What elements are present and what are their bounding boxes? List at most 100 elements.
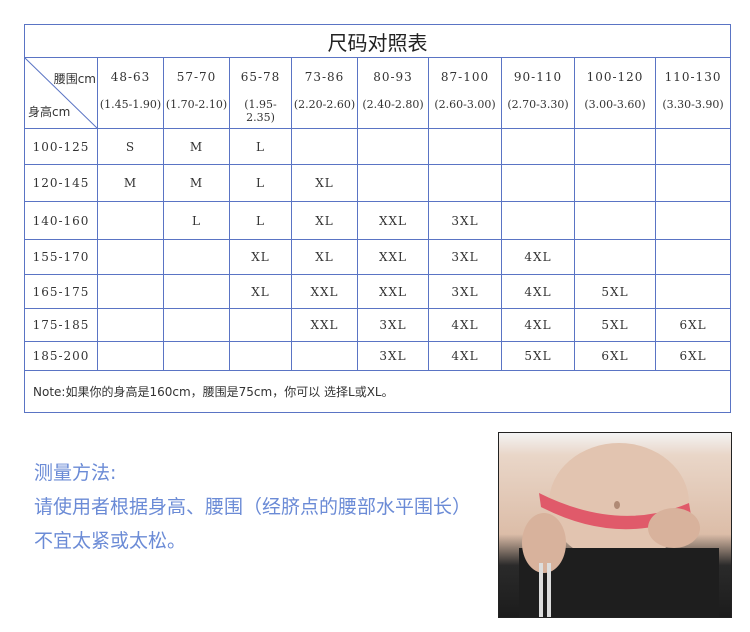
size-cell [654, 274, 732, 309]
table-row: 120-145 M M L XL [24, 164, 732, 202]
waist-range: 65-78 [240, 70, 281, 84]
size-cell: 6XL [654, 308, 732, 342]
size-cell: M [163, 164, 230, 202]
size-cell: 3XL [357, 308, 429, 342]
size-cell: XXL [291, 308, 358, 342]
chart-title: 尺码对照表 [23, 24, 732, 58]
size-cell: 4XL [501, 274, 575, 309]
waist-range: 48-63 [110, 70, 151, 84]
waist-range: 57-70 [176, 70, 217, 84]
weight-range: (1.70-2.10) [165, 98, 228, 111]
size-cell: 5XL [574, 308, 656, 342]
size-cell: 4XL [501, 239, 575, 275]
size-cell [428, 164, 502, 202]
height-range: 120-145 [24, 164, 98, 202]
size-cell: XXL [357, 239, 429, 275]
height-range: 165-175 [24, 274, 98, 309]
table-row: 175-185 XXL 3XL 4XL 4XL 5XL 6XL [24, 308, 732, 342]
size-cell: 3XL [428, 239, 502, 275]
size-cell: 4XL [428, 341, 502, 371]
size-cell: L [229, 201, 292, 240]
size-cell [501, 128, 575, 165]
size-cell: 3XL [428, 201, 502, 240]
height-range: 100-125 [24, 128, 98, 165]
measurement-method: 测量方法: 请使用者根据身高、腰围（经脐点的腰部水平围长）不宜太紧或太松。 [34, 456, 464, 558]
height-range: 175-185 [24, 308, 98, 342]
waist-measurement-photo [498, 432, 732, 618]
weight-range: (3.30-3.90) [662, 98, 724, 111]
size-cell: 6XL [574, 341, 656, 371]
weight-range: (1.45-1.90) [99, 98, 162, 111]
size-cell [97, 274, 164, 309]
size-cell: XXL [357, 201, 429, 240]
size-cell [654, 128, 732, 165]
size-cell: XXL [357, 274, 429, 309]
size-cell: 3XL [428, 274, 502, 309]
size-cell [501, 201, 575, 240]
waist-column-header: 80-93 (2.40-2.80) [357, 57, 429, 129]
waist-range: 73-86 [304, 70, 345, 84]
weight-range: (2.60-3.00) [434, 98, 496, 111]
size-cell [97, 341, 164, 371]
waist-range: 100-120 [586, 70, 644, 84]
size-cell [163, 239, 230, 275]
size-cell [97, 308, 164, 342]
size-cell [229, 341, 292, 371]
size-cell [574, 128, 656, 165]
size-cell [574, 201, 656, 240]
size-cell [97, 201, 164, 240]
size-cell [163, 341, 230, 371]
size-cell [291, 341, 358, 371]
size-cell [163, 308, 230, 342]
size-cell: 4XL [501, 308, 575, 342]
size-cell [357, 164, 429, 202]
weight-range: (2.70-3.30) [507, 98, 569, 111]
size-cell: L [163, 201, 230, 240]
waist-column-header: 73-86 (2.20-2.60) [291, 57, 358, 129]
waist-column-header: 48-63 (1.45-1.90) [97, 57, 164, 129]
waist-column-header: 65-78 (1.95-2.35) [229, 57, 292, 129]
waist-column-header: 110-130 (3.30-3.90) [654, 57, 732, 129]
size-cell [574, 164, 656, 202]
weight-range: (2.40-2.80) [362, 98, 424, 111]
size-cell: XL [229, 239, 292, 275]
size-cell [97, 239, 164, 275]
waist-range: 80-93 [373, 70, 413, 84]
size-cell [229, 308, 292, 342]
size-cell [501, 164, 575, 202]
waist-range: 90-110 [513, 70, 563, 84]
waist-range: 110-130 [664, 70, 722, 84]
method-heading: 测量方法: [34, 462, 117, 484]
size-cell: 4XL [428, 308, 502, 342]
measuring-tape-illustration [519, 443, 719, 617]
size-cell: XXL [291, 274, 358, 309]
method-body: 请使用者根据身高、腰围（经脐点的腰部水平围长）不宜太紧或太松。 [34, 496, 462, 552]
table-row: 165-175 XL XXL XXL 3XL 4XL 5XL [24, 274, 732, 309]
table-row: 140-160 L L XL XXL 3XL [24, 201, 732, 240]
waist-range: 87-100 [440, 70, 490, 84]
height-range: 185-200 [24, 341, 98, 371]
table-row: 155-170 XL XL XXL 3XL 4XL [24, 239, 732, 275]
size-cell: XL [291, 164, 358, 202]
table-row: 100-125 S M L [24, 128, 732, 165]
waist-column-header: 90-110 (2.70-3.30) [501, 57, 575, 129]
waist-column-header: 57-70 (1.70-2.10) [163, 57, 230, 129]
size-chart-table: 尺码对照表 腰围cm 身高cm 48-63 (1.45-1.90) 57-70 (1.… [23, 24, 732, 413]
waist-column-header: 87-100 (2.60-3.00) [428, 57, 502, 129]
weight-range: (2.20-2.60) [293, 98, 356, 111]
size-cell: XL [291, 239, 358, 275]
size-cell [291, 128, 358, 165]
height-range: 155-170 [24, 239, 98, 275]
size-cell [654, 239, 732, 275]
size-cell [654, 201, 732, 240]
height-label: 身高cm [28, 105, 71, 119]
size-cell: XL [229, 274, 292, 309]
waist-column-header: 100-120 (3.00-3.60) [574, 57, 656, 129]
waist-label: 腰围cm [53, 72, 96, 86]
weight-range: (1.95-2.35) [244, 98, 277, 124]
size-cell: 5XL [501, 341, 575, 371]
size-cell: 3XL [357, 341, 429, 371]
size-cell [163, 274, 230, 309]
size-cell: L [229, 164, 292, 202]
size-cell: 6XL [654, 341, 732, 371]
